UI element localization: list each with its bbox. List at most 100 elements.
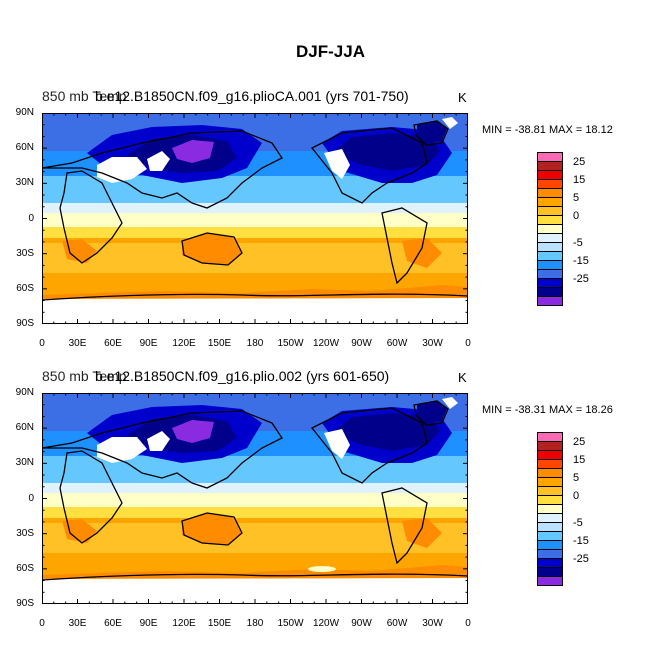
samerica-coast — [381, 207, 428, 285]
eurasia-coast — [42, 130, 283, 209]
samerica-warm — [402, 518, 442, 548]
colorbar-swatch — [537, 296, 563, 306]
africa-south-warm — [62, 519, 97, 543]
lon-tick-label: 0 — [465, 618, 471, 629]
australia-coast — [181, 512, 243, 546]
band-30s — [42, 243, 468, 273]
lon-tick-label: 150E — [207, 618, 232, 629]
colorbar-label: -15 — [573, 255, 589, 267]
lon-tick-label: 120E — [172, 618, 196, 629]
siberia-coldest — [172, 140, 214, 163]
lat-tick-label: 30N — [15, 177, 34, 189]
variable-label: 850 mb Temp — [42, 88, 127, 104]
lat-tick-label: 30S — [16, 527, 34, 539]
colorbar-label: -5 — [573, 517, 583, 529]
africa-coast — [59, 170, 123, 264]
lon-tick-label: 0 — [39, 338, 45, 349]
africa-coast — [59, 450, 123, 544]
units-label: K — [458, 370, 467, 385]
greenland — [417, 401, 447, 423]
rockies-missing — [324, 149, 350, 179]
lon-tick-label: 30E — [68, 338, 87, 349]
colorbar-label: 25 — [573, 156, 586, 168]
namerica-colder — [332, 133, 440, 171]
lat-tick-label: 60N — [15, 422, 34, 434]
lat-tick-label: 90N — [15, 387, 34, 398]
greenland — [417, 121, 447, 143]
band-60s — [42, 273, 468, 295]
colorbar-label: 0 — [573, 490, 580, 502]
lat-tick-label: 60N — [15, 142, 34, 154]
lon-tick-label: 60E — [104, 618, 122, 629]
lon-tick-label: 30W — [422, 618, 443, 629]
colorbar-label: 5 — [573, 192, 580, 204]
colorbar — [537, 432, 563, 586]
colorbar-label: 15 — [573, 454, 586, 466]
colorbar — [537, 152, 563, 306]
colorbar-label: -25 — [573, 553, 589, 565]
namerica-coast — [310, 127, 428, 204]
lat-tick-label: 90S — [16, 598, 34, 609]
lon-tick-label: 0 — [39, 618, 45, 629]
lon-tick-label: 30W — [422, 338, 443, 349]
band-30s — [42, 523, 468, 553]
colorbar-label: 0 — [573, 210, 580, 222]
lon-tick-label: 90E — [139, 618, 158, 629]
case-title: b.e12.B1850CN.f09_g16.plio.002 (yrs 601-… — [95, 368, 390, 384]
band-60s — [42, 553, 468, 575]
lon-tick-label: 90W — [351, 618, 372, 629]
africa-south-warm — [62, 239, 97, 263]
lat-tick-label: 60S — [16, 562, 34, 574]
colorbar-label: -15 — [573, 535, 589, 547]
australia-coast — [181, 232, 243, 266]
map-panel-1: 850 mb Temp b.e12.B1850CN.f09_g16.plioCA… — [0, 86, 661, 366]
greenland-coast — [413, 120, 449, 146]
map-panel-2: 850 mb Temp b.e12.B1850CN.f09_g16.plio.0… — [0, 366, 661, 646]
lon-tick-label: 150W — [277, 618, 304, 629]
main-title: DJF-JJA — [296, 42, 365, 61]
greenland-missing — [442, 397, 458, 409]
lat-tick-label: 0 — [28, 492, 34, 504]
lon-tick-label: 150W — [277, 338, 304, 349]
lon-tick-label: 60W — [386, 338, 408, 349]
lon-tick-label: 180 — [246, 338, 264, 349]
lat-tick-label: 90N — [15, 107, 34, 118]
namerica-colder — [332, 413, 440, 451]
colorbar-label: -25 — [573, 273, 589, 285]
colorbar-label: 5 — [573, 472, 580, 484]
variable-label: 850 mb Temp — [42, 368, 127, 384]
min-max-label: MIN = -38.81 MAX = 18.12 — [482, 124, 613, 136]
greenland-coast — [413, 400, 449, 426]
australia-warm — [182, 233, 242, 265]
temperature-map — [42, 113, 468, 324]
lon-tick-label: 120W — [312, 338, 340, 349]
min-max-label: MIN = -38.31 MAX = 18.26 — [482, 404, 613, 416]
colorbar-label: 25 — [573, 436, 586, 448]
units-label: K — [458, 90, 467, 105]
map-plot — [42, 113, 468, 324]
australia-warm — [182, 513, 242, 545]
lon-tick-label: 60W — [386, 618, 408, 629]
lat-tick-label: 90S — [16, 318, 34, 329]
antarctica-coast — [42, 293, 468, 301]
lon-tick-label: 180 — [246, 618, 264, 629]
eurasia-coast — [42, 410, 283, 489]
siberia-coldest — [172, 420, 214, 443]
lat-tick-label: 60S — [16, 282, 34, 294]
lon-tick-label: 60E — [104, 338, 122, 349]
temperature-map — [42, 393, 468, 604]
tibet-missing-2 — [147, 431, 170, 451]
band-equator — [42, 211, 468, 227]
lon-tick-label: 0 — [465, 338, 471, 349]
lat-tick-label: 0 — [28, 212, 34, 224]
lat-tick-label: 30S — [16, 247, 34, 259]
samerica-warm — [402, 238, 442, 268]
samerica-coast — [381, 487, 428, 565]
lon-tick-label: 30E — [68, 618, 87, 629]
rockies-missing — [324, 429, 350, 459]
lon-tick-label: 120W — [312, 618, 340, 629]
lon-tick-label: 90W — [351, 338, 372, 349]
case-title: b.e12.B1850CN.f09_g16.plioCA.001 (yrs 70… — [95, 88, 409, 104]
band-equator — [42, 491, 468, 507]
namerica-coast — [310, 407, 428, 484]
